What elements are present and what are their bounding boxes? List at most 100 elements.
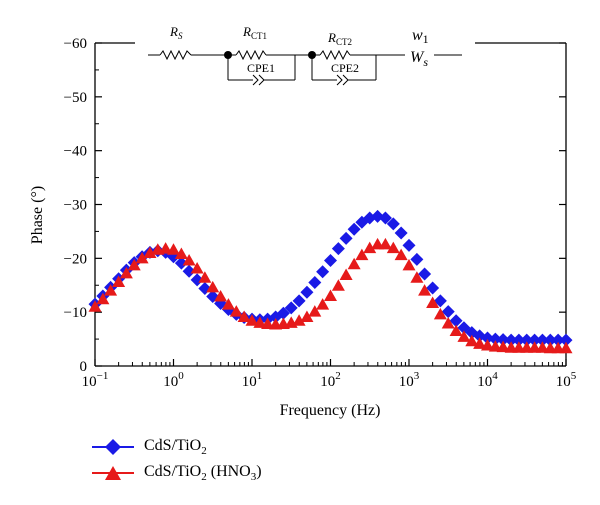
data-point-cds-tio2-hno3 [449,324,463,337]
data-point-cds-tio2 [410,252,424,266]
data-point-cds-tio2-hno3 [363,241,377,254]
data-point-cds-tio2-hno3 [386,241,400,254]
data-point-cds-tio2-hno3 [245,314,259,326]
x-tick-label: 103 [399,370,420,390]
circuit-inset [148,49,462,86]
y-tick-label: −40 [64,144,87,160]
data-point-cds-tio2 [324,253,337,267]
data-point-cds-tio2-hno3 [159,242,173,254]
legend-item-cds-tio2-hno3: CdS/TiO2 (HNO3) [92,463,262,483]
data-point-cds-tio2-hno3 [112,275,126,288]
legend-swatch-triangle [92,464,134,482]
data-point-cds-tio2-hno3 [237,310,251,323]
data-point-cds-tio2-hno3 [402,258,416,271]
data-point-cds-tio2-hno3 [292,314,306,326]
data-point-cds-tio2-hno3 [535,341,549,353]
data-point-cds-tio2-hno3 [465,334,479,347]
circuit-node-1 [224,51,232,59]
data-point-cds-tio2 [182,264,196,278]
data-point-cds-tio2-hno3 [88,300,102,312]
data-point-cds-tio2 [292,294,306,308]
data-point-cds-tio2 [418,267,432,281]
data-point-cds-tio2-hno3 [119,266,133,279]
data-point-cds-tio2-hno3 [457,330,471,342]
data-point-cds-tio2-hno3 [167,243,180,255]
data-point-cds-tio2-hno3 [206,280,220,293]
axis-ticks [94,42,567,367]
data-point-cds-tio2 [394,226,408,240]
data-point-cds-tio2 [441,305,455,319]
data-point-cds-tio2-hno3 [190,262,204,274]
data-point-cds-tio2-hno3 [410,271,424,283]
data-point-cds-tio2 [308,276,322,290]
label-rct1: RCT1 [242,24,267,41]
data-point-cds-tio2-hno3 [104,284,118,296]
label-rct2: RCT2 [327,30,352,47]
data-point-cds-tio2-hno3 [300,310,314,323]
data-point-cds-tio2 [347,222,361,236]
data-point-cds-tio2-hno3 [174,247,188,260]
x-tick-label: 105 [556,370,577,390]
data-point-cds-tio2 [559,333,573,347]
label-ws: Ws [410,49,428,69]
data-point-cds-tio2 [543,333,557,347]
data-point-cds-tio2-hno3 [214,290,228,302]
data-point-cds-tio2 [174,256,188,270]
series-cds-tio2 [88,209,573,347]
cpe1-symbol-b [258,74,265,86]
data-point-cds-tio2 [276,306,290,320]
data-point-cds-tio2-hno3 [331,279,345,291]
data-point-cds-tio2-hno3 [433,307,447,320]
data-point-cds-tio2 [520,333,534,347]
data-point-cds-tio2 [488,332,502,346]
data-point-cds-tio2-hno3 [261,317,275,330]
data-point-cds-tio2-hno3 [496,340,510,353]
data-point-cds-tio2-hno3 [339,268,353,281]
data-point-cds-tio2-hno3 [324,289,337,302]
data-point-cds-tio2 [316,265,330,279]
x-tick-labels: 10−1 100 101 102 103 104 105 [82,370,577,390]
data-point-cds-tio2 [528,333,542,347]
data-point-cds-tio2 [449,314,463,328]
y-tick-label: −60 [64,36,87,52]
data-point-cds-tio2-hno3 [316,298,330,310]
data-point-cds-tio2-hno3 [96,292,110,305]
data-point-cds-tio2 [496,333,510,347]
y-tick-label: −30 [64,198,87,214]
label-rs: RS [169,24,183,41]
data-point-cds-tio2-hno3 [481,339,494,351]
x-tick-label: 104 [477,370,498,390]
data-point-cds-tio2-hno3 [229,305,243,317]
data-point-cds-tio2 [551,333,565,347]
data-point-cds-tio2-hno3 [355,248,369,261]
circuit-node-2 [308,51,316,59]
data-point-cds-tio2-hno3 [473,337,487,349]
phase-chart: 10−1 100 101 102 103 104 105 0 −10 −20 −30 −40 −50 −… [29,24,577,419]
data-point-cds-tio2-hno3 [394,248,408,261]
legend-label-cds-tio2: CdS/TiO2 [144,437,207,458]
y-tick-label: −50 [64,90,87,106]
data-point-cds-tio2 [535,333,549,347]
legend-swatch-diamond [92,438,134,456]
data-point-cds-tio2 [481,331,494,345]
cpe2-symbol-b [342,74,349,86]
data-point-cds-tio2-hno3 [182,253,196,266]
data-point-cds-tio2-hno3 [127,258,141,271]
cpe2-symbol-a [336,74,343,86]
y-tick-label: 0 [80,359,88,375]
y-tick-label: −10 [64,305,87,321]
x-tick-label: 10−1 [82,370,109,390]
data-point-cds-tio2 [331,242,345,256]
data-point-cds-tio2-hno3 [378,237,392,250]
x-tick-label: 100 [163,370,184,390]
cpe1-symbol-a [252,74,259,86]
data-point-cds-tio2 [190,273,204,287]
data-point-cds-tio2 [426,281,440,295]
resistor-rs [159,49,192,61]
y-tick-labels: 0 −10 −20 −30 −40 −50 −60 [64,36,87,375]
data-point-cds-tio2-hno3 [253,316,267,328]
data-point-cds-tio2 [339,231,353,245]
data-point-cds-tio2 [512,333,526,347]
resistor-rct2 [319,49,351,61]
x-tick-label: 101 [242,370,263,390]
